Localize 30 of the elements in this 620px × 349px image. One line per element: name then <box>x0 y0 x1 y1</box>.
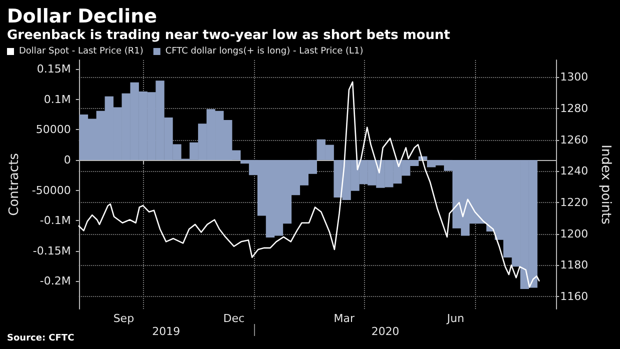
legend-label: Dollar Spot - Last Price (R1) <box>19 46 144 56</box>
line-series <box>78 81 540 288</box>
x-tick-label: Sep <box>113 312 134 325</box>
chart-subtitle: Greenback is trading near two-year low as short bets mount <box>7 28 450 43</box>
y-tick-label: 0 <box>64 153 71 166</box>
y-tick-label: -0.1M <box>40 214 71 228</box>
y2-tick-label: 1280 <box>560 102 588 116</box>
x-tick-label: Dec <box>223 312 245 325</box>
y2-tick-label: 1300 <box>560 70 588 84</box>
legend-label: CFTC dollar longs(+ is long) - Last Price (L1) <box>165 46 364 56</box>
y-tick-label: 0.15M <box>36 62 71 76</box>
y-tick-label: -0.2M <box>40 274 71 288</box>
y-tick-label: 0.1M <box>44 92 71 106</box>
y2-tick-label: 1200 <box>560 227 588 240</box>
y-tick-label: 50000 <box>36 123 71 136</box>
y2-tick-label: 1220 <box>560 196 588 210</box>
x-tick-label: Mar <box>334 312 355 325</box>
chart-title: Dollar Decline <box>7 6 158 28</box>
y2-tick-label: 1260 <box>560 133 588 146</box>
y2-tick-label: 1180 <box>560 258 588 272</box>
y-tick-label: -50000 <box>32 184 71 197</box>
x-tick-label: Jun <box>446 312 464 325</box>
y2-tick-label: 1240 <box>560 164 588 178</box>
y-tick-label: -0.15M <box>32 244 71 258</box>
y2-axis-title: Index points <box>598 144 613 225</box>
x2-tick-label: 2019 <box>152 325 180 338</box>
x2-tick-label: 2020 <box>371 325 400 338</box>
source-note: Source: CFTC <box>7 334 75 344</box>
y2-tick-label: 1160 <box>560 290 588 303</box>
y-axis-title: Contracts <box>7 152 22 216</box>
